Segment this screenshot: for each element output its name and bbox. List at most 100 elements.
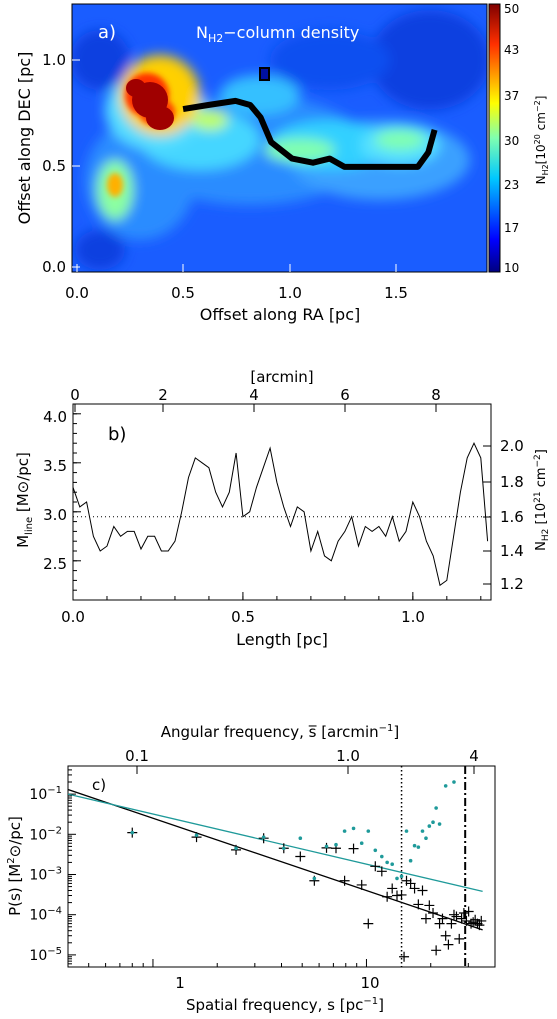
power-point-plus xyxy=(474,920,485,931)
arcmin-tick: 0 xyxy=(70,386,80,404)
power-fits xyxy=(68,788,483,931)
ra-tick-label: 0.0 xyxy=(65,284,89,302)
length-tick: 1.0 xyxy=(401,608,425,626)
nh2-axis-label: NH2 [1021 cm−2] xyxy=(533,449,551,551)
power-point-dot xyxy=(334,842,338,847)
power-point-dot xyxy=(130,830,135,835)
arcmin-axis-label: [arcmin] xyxy=(250,368,313,386)
power-spectrum-frame xyxy=(67,765,496,968)
power-tick-label: 10−3 xyxy=(29,865,62,883)
spatial-tick: 10 xyxy=(360,974,379,992)
map-frame xyxy=(71,3,488,273)
power-point-dot xyxy=(452,780,456,784)
power-point-dot xyxy=(351,826,356,831)
power-point-dot xyxy=(412,843,417,848)
dec-tick-label: 1.0 xyxy=(42,51,66,69)
power-point-plus xyxy=(456,913,467,924)
panel-a-title: NH2−column density xyxy=(196,23,359,45)
colorbar-tick: 17 xyxy=(504,221,519,235)
power-point-dot xyxy=(366,829,371,833)
power-point-plus xyxy=(396,889,407,900)
power-point-dot xyxy=(234,846,238,851)
nh2-tick: 1.6 xyxy=(500,508,524,526)
power-point-plus xyxy=(399,951,410,962)
power-axis-label: P(s) [M2⊙/pc] xyxy=(6,816,24,916)
power-point-dot xyxy=(416,845,421,849)
dec-tick-label: 0.5 xyxy=(42,157,66,175)
colorbar-tick: 37 xyxy=(504,89,519,103)
ra-axis-label: Offset along RA [pc] xyxy=(200,305,361,324)
power-point-plus xyxy=(458,908,469,919)
power-point-plus xyxy=(448,909,459,920)
power-ticks xyxy=(67,765,496,967)
panel-b-tag: b) xyxy=(108,424,126,445)
power-point-dot xyxy=(359,841,364,846)
power-point-plus xyxy=(339,875,350,886)
power-point-plus xyxy=(420,913,431,924)
power-point-dot xyxy=(390,862,395,867)
colorbar-tick: 23 xyxy=(504,178,519,192)
power-point-plus xyxy=(401,875,412,886)
ra-tick-label: 1.0 xyxy=(278,284,302,302)
profile-ticks xyxy=(72,404,491,600)
length-axis-label: Length [pc] xyxy=(236,630,328,649)
mline-tick: 4.0 xyxy=(43,408,67,426)
power-point-dot xyxy=(399,874,404,879)
mline-tick: 2.5 xyxy=(43,555,67,573)
angular-tick: 1.0 xyxy=(336,747,360,765)
panel-c-tag: c) xyxy=(92,776,106,794)
power-points xyxy=(127,780,487,962)
dec-axis-label: Offset along DEC [pc] xyxy=(15,52,34,225)
ra-tick-label: 1.5 xyxy=(384,284,408,302)
power-point-plus xyxy=(348,843,359,854)
power-point-dot xyxy=(420,829,425,833)
power-point-dot xyxy=(424,836,428,840)
power-point-plus xyxy=(370,861,381,872)
power-point-plus xyxy=(431,945,442,956)
panel-c: c) Angular frequency, s̅ [arcmin−1] 0.1 … xyxy=(6,723,496,1014)
power-point-plus xyxy=(446,918,457,929)
power-point-plus xyxy=(382,891,393,902)
colorbar-tick: 10 xyxy=(504,261,519,275)
panel-a: a) NH2−column density 0.0 0.5 1.0 1.5 0.… xyxy=(15,2,550,324)
colorbar xyxy=(488,3,501,273)
power-point-plus xyxy=(409,883,420,894)
power-point-dot xyxy=(373,848,378,853)
power-point-dot xyxy=(385,860,389,865)
power-point-plus xyxy=(413,899,424,910)
power-point-plus xyxy=(434,918,445,929)
colorbar-label: NH2[1020 cm−2] xyxy=(533,96,550,185)
spatial-tick: 1 xyxy=(175,974,185,992)
nh2-tick: 1.2 xyxy=(500,575,524,593)
power-point-plus xyxy=(440,930,451,941)
power-vlines xyxy=(400,766,467,967)
power-point-dot xyxy=(431,820,435,824)
power-tick-label: 10−1 xyxy=(29,785,62,803)
mline-profile xyxy=(73,442,489,587)
power-law-fit xyxy=(68,793,483,893)
angular-tick: 0.1 xyxy=(125,747,149,765)
angular-axis-label: Angular frequency, s̅ [arcmin−1] xyxy=(161,723,399,741)
power-point-dot xyxy=(194,833,199,837)
power-point-plus xyxy=(428,908,439,919)
colorbar-tick: 30 xyxy=(504,134,519,148)
length-tick: 0.5 xyxy=(231,608,255,626)
power-point-dot xyxy=(281,846,286,851)
power-point-plus xyxy=(363,918,374,929)
colorbar-tick: 50 xyxy=(504,2,519,16)
arcmin-tick: 2 xyxy=(158,386,168,404)
power-point-plus xyxy=(454,933,465,944)
power-point-dot xyxy=(342,829,347,833)
power-tick-label: 10−4 xyxy=(29,906,62,924)
panel-b: b) [arcmin] 0 2 4 6 8 0.0 0.5 1.0 Length… xyxy=(14,368,551,649)
nh2-tick: 1.4 xyxy=(500,542,524,560)
power-point-plus xyxy=(443,939,454,950)
power-point-plus xyxy=(356,879,367,890)
power-law-fit xyxy=(68,788,483,931)
power-point-plus xyxy=(417,885,428,896)
power-point-plus xyxy=(424,900,435,911)
arcmin-tick: 8 xyxy=(431,386,441,404)
power-point-dot xyxy=(404,829,409,833)
power-point-dot xyxy=(298,836,303,840)
